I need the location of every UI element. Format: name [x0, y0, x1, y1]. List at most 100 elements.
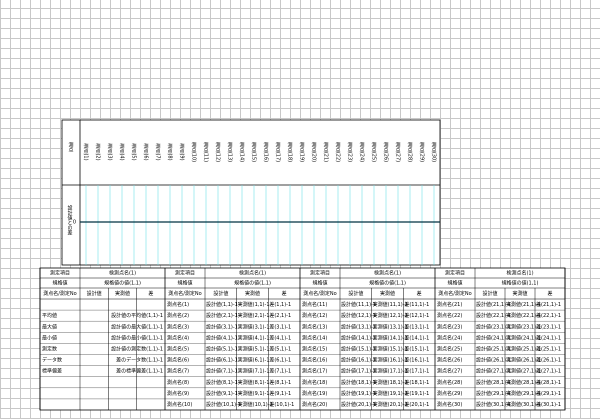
column-label: 測点(18) — [287, 141, 293, 162]
cell: 設計値(5,1)-1 — [206, 345, 238, 352]
cell: 設計値(8,1)-1 — [206, 379, 238, 386]
cell: 設計値(27,1)-1 — [476, 368, 511, 375]
cell: 実測値(12,1)-1 — [373, 312, 408, 319]
cell: 設計値(15,1)-1 — [341, 345, 376, 352]
column-label: 測点(2) — [95, 143, 101, 161]
column-label: 測点(17) — [275, 141, 281, 162]
cell: 設計値(11,1)-1 — [341, 301, 376, 308]
row-label: 測点名(4) — [167, 334, 189, 341]
header-cell: 規格値 — [447, 280, 462, 287]
header-cell: 差 — [417, 290, 422, 297]
column-label: 測点(24) — [359, 141, 365, 162]
column-label: 測点(23) — [347, 141, 353, 162]
column-label: 測点(12) — [215, 141, 221, 162]
row-label: 測点名(13) — [302, 323, 327, 330]
column-label: 測点(5) — [131, 143, 137, 161]
header-cell: 規格値の値(1,1) — [502, 280, 539, 287]
cell: 差(18,1)-1 — [404, 379, 429, 386]
cell: 差(30,1)-1 — [536, 401, 561, 408]
column-label: 測点(29) — [419, 141, 425, 162]
column-label: 測点(11) — [203, 141, 209, 162]
row-label: 測点名(8) — [167, 379, 189, 386]
row-label: 測点名(20) — [302, 401, 327, 408]
header-cell: 測定項目 — [175, 270, 195, 277]
column-label: 測点(26) — [383, 141, 389, 162]
table-frame — [39, 267, 566, 411]
cell: 差(1,1)-1 — [269, 301, 291, 308]
header-cell: 規格値の値(1,1) — [234, 280, 271, 287]
cell: 設計値(17,1)-1 — [341, 368, 376, 375]
header-cell: 測点名/測定No — [438, 290, 472, 297]
column-label: 測点(22) — [335, 141, 341, 162]
y-axis-label: 設計値との差 — [67, 204, 73, 235]
cell: 実測値(10,1)-1 — [238, 401, 273, 408]
cell: 差(20,1)-1 — [404, 401, 429, 408]
cell: 設計値(23,1)-1 — [476, 323, 511, 330]
row-label: 測点名(7) — [167, 368, 189, 375]
column-label: 測点(10) — [191, 141, 197, 162]
cell: 実測値(21,1)-1 — [506, 301, 541, 308]
cell: 差(7,1)-1 — [269, 368, 291, 375]
row-label: 測点名(5) — [167, 345, 189, 352]
stat-value: 設計値の測定数(1,1)-1 — [111, 345, 163, 352]
column-label: 測点(27) — [395, 141, 401, 162]
column-label: 測点(15) — [251, 141, 257, 162]
cell: 差(11,1)-1 — [404, 301, 429, 308]
cell: 差(14,1)-1 — [404, 334, 429, 341]
row-label: 測点名(30) — [437, 401, 462, 408]
stat-value: 設計値の最大値(1,1)-1 — [111, 323, 163, 330]
stat-label: 最大値 — [42, 323, 57, 330]
cell: 実測値(5,1)-1 — [238, 345, 270, 352]
cell: 実測値(7,1)-1 — [238, 368, 270, 375]
cell: 実測値(16,1)-1 — [373, 357, 408, 364]
cell: 設計値(10,1)-1 — [206, 401, 241, 408]
header-cell: 検測点名(1) — [109, 270, 136, 277]
zero-label: 0 — [73, 220, 76, 226]
cell: 差(28,1)-1 — [536, 379, 561, 386]
header-cell: 実測値 — [380, 290, 395, 297]
header-cell: 差 — [547, 290, 552, 297]
stat-label: データ数 — [42, 357, 62, 364]
header-cell: 測定項目 — [310, 270, 330, 277]
column-label: 測点(14) — [239, 141, 245, 162]
row-label: 測点名(27) — [437, 368, 462, 375]
cell: 実測値(4,1)-1 — [238, 334, 270, 341]
column-label: 測点(25) — [371, 141, 377, 162]
cell: 実測値(27,1)-1 — [506, 368, 541, 375]
header-cell: 実測値 — [245, 290, 260, 297]
cell: 差(19,1)-1 — [404, 390, 429, 397]
cell: 差(12,1)-1 — [404, 312, 429, 319]
row-label: 測点名(3) — [167, 323, 189, 330]
column-label: 測点(21) — [323, 141, 329, 162]
cell: 設計値(3,1)-1 — [206, 323, 238, 330]
cell: 設計値(13,1)-1 — [341, 323, 376, 330]
row-label: 測点名(29) — [437, 390, 462, 397]
cell: 差(27,1)-1 — [536, 368, 561, 375]
cell: 差(25,1)-1 — [536, 345, 561, 352]
row-label: 測点名(15) — [302, 345, 327, 352]
row-label: 測点名(23) — [437, 323, 462, 330]
cell: 差(16,1)-1 — [404, 357, 429, 364]
stat-value: 差の標準偏差(1,1)-1 — [116, 368, 163, 375]
cell: 実測値(24,1)-1 — [506, 334, 541, 341]
cell: 差(2,1)-1 — [269, 312, 291, 319]
column-label: 測点(30) — [431, 141, 437, 162]
row-label: 測点名(26) — [437, 357, 462, 364]
header-cell: 検測点名(1) — [506, 270, 533, 277]
cell: 設計値(25,1)-1 — [476, 345, 511, 352]
cell: 実測値(3,1)-1 — [238, 323, 270, 330]
row-label: 測点名(12) — [302, 312, 327, 319]
cell: 差(22,1)-1 — [536, 312, 561, 319]
cell: 実測値(2,1)-1 — [238, 312, 270, 319]
cell: 設計値(14,1)-1 — [341, 334, 376, 341]
header-cell: 規格値の値(1,1) — [104, 280, 141, 287]
cell: 実測値(17,1)-1 — [373, 368, 408, 375]
cell: 実測値(30,1)-1 — [506, 401, 541, 408]
cell: 差(26,1)-1 — [536, 357, 561, 364]
cell: 差(5,1)-1 — [269, 345, 291, 352]
cell: 設計値(2,1)-1 — [206, 312, 238, 319]
cell: 差(8,1)-1 — [269, 379, 291, 386]
header-cell: 検測点名(1) — [374, 270, 401, 277]
column-label: 測点(8) — [167, 143, 173, 161]
